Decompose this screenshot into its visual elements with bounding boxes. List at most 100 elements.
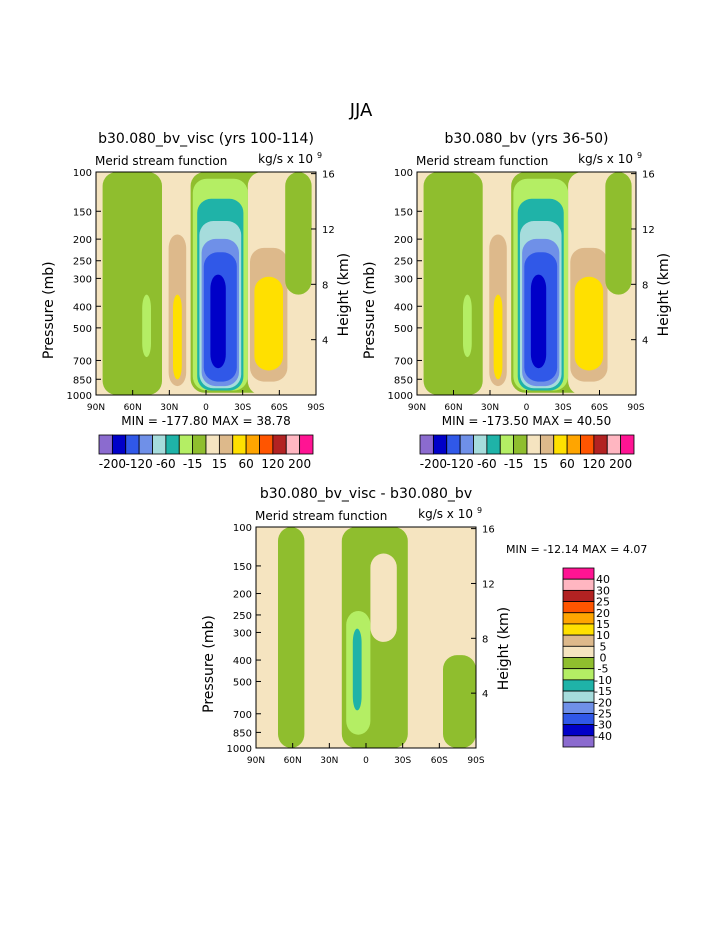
contour-fills bbox=[423, 172, 632, 395]
x-tick-label: 0 bbox=[363, 756, 369, 766]
contour-region-green bbox=[423, 172, 483, 395]
y2-tick-label: 16 bbox=[642, 170, 655, 181]
colorbar-cell-neg2 bbox=[446, 434, 461, 455]
colorbar-cell-yellow bbox=[562, 623, 595, 636]
colorbar-cell-neg3 bbox=[111, 434, 127, 455]
contour-region-green bbox=[285, 172, 312, 295]
x-tick-label: 30N bbox=[320, 756, 338, 766]
colorbar-label: -200 bbox=[420, 457, 447, 471]
colorbar-cell-red bbox=[562, 589, 595, 602]
colorbar-label: 120 bbox=[582, 457, 605, 471]
panel-title: b30.080_bv (yrs 36-50) bbox=[445, 131, 609, 147]
colorbar-cell-neg1 bbox=[459, 434, 474, 455]
contour-region-lgreen bbox=[142, 294, 151, 358]
colorbar-cell-lgreen bbox=[499, 434, 515, 455]
colorbar-label: -30 bbox=[594, 719, 612, 732]
y-tick-label: 100 bbox=[233, 523, 252, 534]
panel-title: b30.080_bv_visc - b30.080_bv bbox=[260, 486, 472, 502]
x-tick-label: 30S bbox=[554, 403, 571, 413]
x-tick-label: 60S bbox=[431, 756, 448, 766]
colorbar-cell-neg4 bbox=[419, 434, 434, 455]
y-axis-label: Pressure (mb) bbox=[201, 615, 217, 713]
min-max-label: MIN = -173.50 MAX = 40.50 bbox=[442, 414, 612, 428]
x-tick-label: 90S bbox=[307, 403, 324, 413]
y-tick-label: 400 bbox=[73, 302, 92, 313]
panel-left-label: Merid stream function bbox=[416, 154, 548, 168]
y-axis-label: Pressure (mb) bbox=[41, 261, 57, 359]
colorbar-cell-lgreen bbox=[178, 434, 194, 455]
colorbar-cell-pink bbox=[606, 434, 622, 455]
x-tick-label: 60N bbox=[124, 403, 142, 413]
colorbar-label: -25 bbox=[594, 707, 612, 720]
colorbar-label: 5 bbox=[600, 640, 607, 653]
colorbar-cell-tan bbox=[562, 634, 595, 647]
y-tick-label: 850 bbox=[394, 375, 413, 386]
colorbar-label: 15 bbox=[533, 457, 548, 471]
contour-region-green bbox=[443, 655, 476, 748]
y2-tick-label: 4 bbox=[642, 336, 648, 347]
colorbar-cell-neg1 bbox=[562, 701, 595, 714]
colorbar-label: 60 bbox=[238, 457, 253, 471]
y2-tick-label: 8 bbox=[322, 280, 328, 291]
colorbar-label: -5 bbox=[598, 663, 609, 676]
colorbar-label: -60 bbox=[156, 457, 176, 471]
colorbar-cell-neg0 bbox=[473, 434, 488, 455]
colorbar-label: -200 bbox=[99, 457, 126, 471]
colorbar-cell-pink bbox=[285, 434, 301, 455]
colorbar-cell-dorange bbox=[580, 434, 595, 455]
panel-units: kg/s x 10 bbox=[258, 152, 313, 166]
colorbar-cell-neg4 bbox=[562, 735, 595, 748]
colorbar-cell-neg0 bbox=[562, 690, 595, 703]
min-max-label: MIN = -177.80 MAX = 38.78 bbox=[121, 414, 291, 428]
y2-tick-label: 16 bbox=[482, 525, 495, 536]
colorbar-cell-pink bbox=[562, 578, 595, 591]
y2-tick-label: 8 bbox=[482, 634, 488, 645]
panel-2: b30.080_bv (yrs 36-50) Merid stream funct… bbox=[362, 131, 672, 471]
y-tick-label: 100 bbox=[73, 168, 92, 179]
y-tick-label: 850 bbox=[233, 728, 252, 739]
x-tick-label: 30S bbox=[394, 756, 411, 766]
panels: b30.080_bv_visc (yrs 100-114) Merid strea… bbox=[41, 131, 672, 766]
x-tick-label: 90N bbox=[87, 403, 105, 413]
x-tick-label: 30N bbox=[160, 403, 178, 413]
panel-units: kg/s x 10 bbox=[418, 507, 473, 521]
colorbar-cell-neg3 bbox=[562, 724, 595, 737]
y-tick-label: 850 bbox=[73, 375, 92, 386]
x-tick-label: 60N bbox=[444, 403, 462, 413]
colorbar-cell-orange bbox=[245, 434, 260, 455]
x-tick-label: 90N bbox=[247, 756, 265, 766]
colorbar-label: -120 bbox=[447, 457, 474, 471]
x-tick-label: 0 bbox=[203, 403, 209, 413]
colorbar-label: -15 bbox=[594, 685, 612, 698]
y-tick-label: 500 bbox=[394, 324, 413, 335]
x-tick-label: 60N bbox=[284, 756, 302, 766]
colorbar-cell-neg4 bbox=[98, 434, 113, 455]
contour-region-neg3 bbox=[210, 274, 226, 369]
colorbar-cell-orange bbox=[562, 612, 595, 625]
y-tick-label: 250 bbox=[233, 611, 252, 622]
y2-axis-label: Height (km) bbox=[336, 253, 352, 336]
y-tick-label: 700 bbox=[233, 710, 252, 721]
colorbar-label: -120 bbox=[126, 457, 153, 471]
y-tick-label: 200 bbox=[233, 590, 252, 601]
y-tick-label: 500 bbox=[233, 677, 252, 688]
y-tick-label: 150 bbox=[73, 207, 92, 218]
panel-units-exponent: 9 bbox=[477, 506, 482, 515]
x-tick-label: 90S bbox=[627, 403, 644, 413]
contour-region-yellow bbox=[254, 276, 283, 371]
y-tick-label: 300 bbox=[233, 628, 252, 639]
y-tick-label: 150 bbox=[394, 207, 413, 218]
colorbar-label: 120 bbox=[261, 457, 284, 471]
colorbar-label: -10 bbox=[594, 674, 612, 687]
y-tick-label: 250 bbox=[73, 257, 92, 268]
contour-region-green bbox=[102, 172, 162, 395]
y-tick-label: 700 bbox=[73, 356, 92, 367]
colorbar-cell-dorange bbox=[562, 601, 595, 614]
x-tick-label: 0 bbox=[524, 403, 530, 413]
colorbar-cell-wheat bbox=[562, 645, 595, 658]
colorbar-cell-green bbox=[513, 434, 528, 455]
x-tick-label: 90N bbox=[408, 403, 426, 413]
y2-tick-label: 16 bbox=[322, 170, 335, 181]
y-tick-label: 100 bbox=[394, 168, 413, 179]
